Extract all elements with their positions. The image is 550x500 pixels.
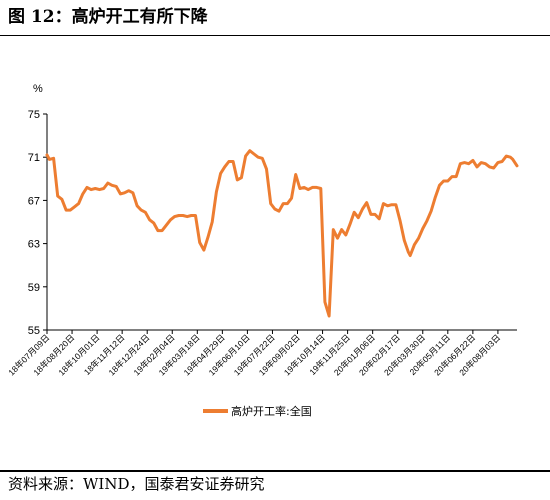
legend-label-blast-furnace: 高炉开工率:全国 <box>231 404 312 418</box>
series-line-0 <box>45 149 519 318</box>
y-tick-label: 63 <box>28 239 40 251</box>
axes <box>46 114 517 331</box>
source-note: 资料来源：WIND，国泰君安证券研究 <box>8 475 265 493</box>
y-axis-unit-label: % <box>33 83 43 95</box>
bottom-rule <box>0 470 550 472</box>
y-tick-label: 67 <box>28 195 40 207</box>
y-tick-label: 71 <box>28 152 40 164</box>
chart-background <box>0 36 550 470</box>
figure-title: 图 12：高炉开工有所下降 <box>8 7 208 27</box>
series-layer <box>45 149 519 318</box>
legend: 高炉开工率:全国 <box>203 404 312 418</box>
y-axis-ticks: 55 59 63 67 71 75 <box>28 109 47 337</box>
y-tick-label: 59 <box>28 282 40 294</box>
y-tick-label: 55 <box>28 325 40 337</box>
y-tick-label: 75 <box>28 109 40 121</box>
